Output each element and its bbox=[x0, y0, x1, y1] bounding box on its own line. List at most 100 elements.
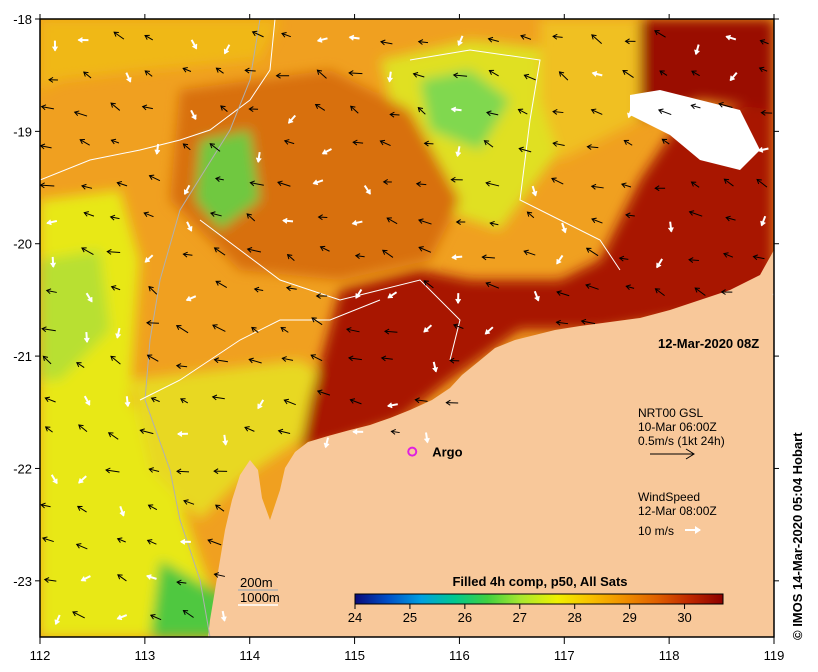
vector-arrow bbox=[220, 105, 228, 112]
vector-arrow bbox=[215, 177, 224, 181]
vector-arrow bbox=[117, 538, 126, 543]
vector-arrow-head bbox=[654, 185, 660, 192]
vector-arrow bbox=[756, 179, 768, 188]
vector-arrow bbox=[581, 320, 596, 325]
vector-arrow-head bbox=[489, 220, 495, 227]
y-tick-label: -19 bbox=[13, 124, 32, 139]
vector-arrow-head bbox=[176, 431, 183, 437]
date-label: 12-Mar-2020 08Z bbox=[658, 336, 760, 351]
vector-arrow-head bbox=[694, 49, 700, 56]
vector-arrow-head bbox=[690, 181, 697, 187]
vector-arrow-head bbox=[310, 354, 316, 360]
vector-arrow bbox=[143, 212, 154, 218]
colorbar-tick-label: 29 bbox=[622, 610, 636, 625]
vector-arrow-head bbox=[349, 398, 356, 404]
vector-arrow-head bbox=[688, 210, 695, 216]
vector-arrow-head bbox=[116, 537, 123, 543]
depth-1000m-label: 1000m bbox=[240, 590, 280, 605]
vector-arrow bbox=[144, 70, 153, 77]
vector-arrow-head bbox=[50, 262, 56, 268]
vector-arrow-head bbox=[455, 151, 462, 158]
argo-label: Argo bbox=[432, 445, 462, 460]
vector-arrow bbox=[214, 247, 226, 256]
vector-arrow-head bbox=[85, 400, 91, 406]
vector-arrow-head bbox=[175, 325, 182, 331]
vector-arrow bbox=[45, 426, 53, 433]
vector-arrow-head bbox=[314, 103, 321, 109]
vector-arrow-head bbox=[485, 281, 491, 288]
vector-arrow-head bbox=[147, 504, 154, 510]
vector-arrow-head bbox=[654, 30, 660, 36]
vector-arrow-head bbox=[590, 108, 597, 114]
vector-arrow-head bbox=[316, 69, 323, 75]
vector-arrow bbox=[176, 325, 189, 334]
vector-arrow bbox=[551, 178, 564, 185]
vector-arrow bbox=[490, 222, 499, 226]
vector-arrow-head bbox=[384, 328, 390, 335]
vector-arrow bbox=[625, 214, 635, 217]
vector-arrow-head bbox=[40, 502, 46, 509]
y-tick-label: -21 bbox=[13, 349, 32, 364]
vector-arrow-head bbox=[423, 280, 429, 286]
vector-arrow bbox=[585, 284, 599, 290]
vector-arrow bbox=[278, 430, 291, 434]
vector-arrow-head bbox=[40, 104, 47, 111]
vector-arrow-head bbox=[286, 253, 293, 260]
vector-arrow-head bbox=[534, 295, 540, 302]
vector-arrow-head bbox=[72, 611, 78, 617]
vector-arrow-head bbox=[144, 70, 150, 76]
vector-arrow bbox=[346, 328, 360, 333]
vector-arrow bbox=[148, 504, 158, 511]
vector-arrow bbox=[317, 69, 327, 79]
sst-west-green bbox=[40, 250, 110, 380]
vector-arrow-head bbox=[146, 354, 153, 360]
vector-arrow-head bbox=[390, 429, 396, 435]
vector-arrow-head bbox=[387, 293, 393, 299]
vector-arrow bbox=[176, 365, 188, 368]
vector-arrow bbox=[42, 355, 52, 365]
vector-arrow bbox=[282, 357, 294, 361]
vector-arrow-head bbox=[41, 536, 48, 543]
vector-arrow-head bbox=[348, 34, 355, 41]
vector-arrow-head bbox=[110, 355, 116, 361]
vector-arrow-head bbox=[450, 106, 457, 113]
vector-arrow bbox=[424, 142, 434, 145]
vector-arrow-head bbox=[319, 245, 326, 252]
vector-arrow-head bbox=[83, 337, 90, 343]
vector-arrow-head bbox=[558, 71, 565, 77]
vector-arrow-head bbox=[760, 109, 766, 116]
vector-arrow-head bbox=[694, 287, 700, 293]
vector-arrow bbox=[559, 71, 569, 81]
vector-arrow bbox=[348, 357, 362, 361]
vector-arrow bbox=[519, 147, 532, 153]
vector-arrow bbox=[518, 109, 528, 115]
vector-arrow bbox=[147, 354, 159, 362]
vector-arrow bbox=[182, 67, 192, 72]
vector-arrow-head bbox=[625, 212, 631, 219]
vector-arrow-head bbox=[146, 574, 152, 580]
vector-arrow bbox=[386, 217, 398, 225]
vector-arrow bbox=[81, 247, 94, 256]
vector-arrow bbox=[110, 102, 121, 111]
vector-arrow bbox=[144, 35, 154, 41]
vector-arrow bbox=[418, 219, 432, 225]
vector-arrow-head bbox=[424, 437, 430, 444]
vector-arrow bbox=[72, 611, 85, 619]
current-legend-time: 10-Mar 06:00Z bbox=[638, 420, 717, 434]
vector-arrow-head bbox=[253, 286, 260, 293]
vector-arrow bbox=[254, 288, 264, 291]
vector-arrow bbox=[655, 288, 665, 297]
vector-arrow-head bbox=[382, 178, 388, 185]
vector-arrow bbox=[81, 185, 93, 189]
vector-arrow bbox=[149, 175, 161, 182]
vector-arrow-head bbox=[517, 108, 524, 114]
vector-arrow bbox=[247, 248, 262, 253]
vector-arrow bbox=[654, 30, 666, 38]
vector-arrow bbox=[246, 213, 256, 222]
vector-arrow-head bbox=[417, 39, 424, 45]
vector-arrow-head bbox=[622, 69, 628, 75]
depth-legend: 200m 1000m bbox=[238, 575, 280, 606]
vector-arrow-head bbox=[423, 327, 429, 333]
vector-arrow-head bbox=[720, 289, 726, 295]
vector-arrow-head bbox=[432, 366, 439, 373]
